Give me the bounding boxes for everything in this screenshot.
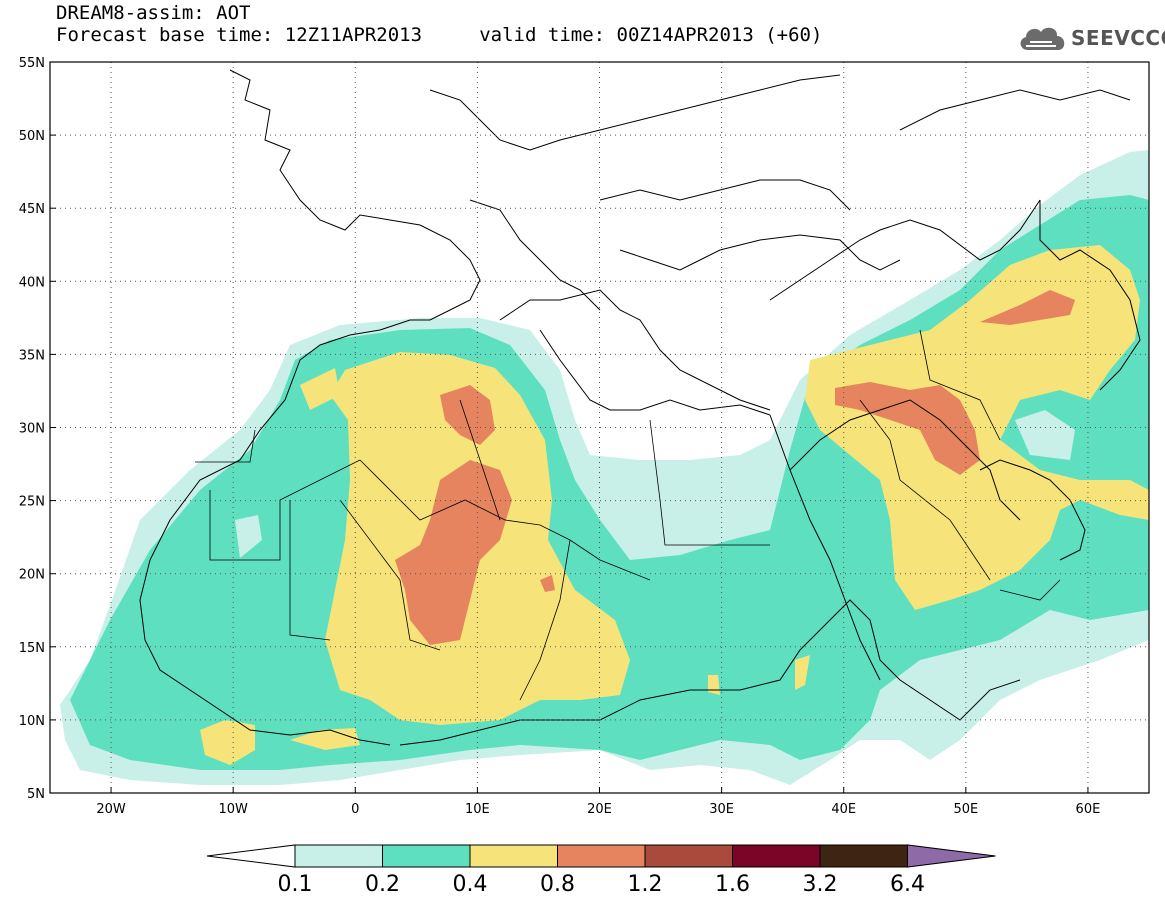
lon-tick-label: 50E xyxy=(953,802,978,817)
logo-text: SEEVCCC xyxy=(1071,26,1165,50)
lon-tick-label: 0 xyxy=(351,802,359,817)
lon-tick-label: 10E xyxy=(465,802,490,817)
lat-tick-label: 30N xyxy=(19,422,45,437)
lon-tick-label: 20E xyxy=(587,802,612,817)
aot-contour-0.8 xyxy=(440,385,495,445)
colorbar: 0.1 0.2 0.4 0.8 1.2 1.6 3.2 6.4 xyxy=(206,844,996,897)
lat-tick-label: 45N xyxy=(19,202,45,217)
graticule xyxy=(50,62,1149,793)
colorbar-over-triangle xyxy=(907,844,996,868)
colorbar-segment xyxy=(557,844,646,868)
lat-tick-label: 10N xyxy=(19,714,45,729)
lon-tick-label: 10W xyxy=(218,802,248,817)
colorbar-level-label: 6.4 xyxy=(890,872,925,897)
colorbar-level-label: 0.4 xyxy=(453,872,488,897)
colorbar-under-triangle xyxy=(206,844,296,868)
colorbar-level-label: 1.6 xyxy=(715,872,750,897)
colorbar-segment xyxy=(819,844,908,868)
colorbar-level-label: 0.1 xyxy=(278,872,313,897)
seevccc-logo: SEEVCCC xyxy=(1016,18,1165,58)
aot-contour-0.4-mideast xyxy=(805,245,1149,610)
lat-tick-label: 20N xyxy=(19,568,45,583)
forecast-time-info: Forecast base time: 12Z11APR2013 valid t… xyxy=(56,24,823,46)
lat-tick-label: 50N xyxy=(19,129,45,144)
colorbar-segment xyxy=(469,844,558,868)
colorbar-level-label: 0.2 xyxy=(365,872,400,897)
colorbar-level-label: 3.2 xyxy=(803,872,838,897)
lon-tick-label: 40E xyxy=(831,802,856,817)
colorbar-level-label: 1.2 xyxy=(628,872,663,897)
lat-tick-label: 55N xyxy=(19,56,45,71)
lat-tick-label: 40N xyxy=(19,275,45,290)
colorbar-segment xyxy=(644,844,733,868)
lon-tick-label: 20W xyxy=(96,802,126,817)
colorbar-level-label: 0.8 xyxy=(540,872,575,897)
lat-tick-label: 15N xyxy=(19,641,45,656)
colorbar-segment xyxy=(294,844,383,868)
lon-tick-label: 30E xyxy=(709,802,734,817)
lat-tick-label: 35N xyxy=(19,348,45,363)
colorbar-segment xyxy=(732,844,821,868)
country-borders xyxy=(195,329,1061,701)
colorbar-segment xyxy=(382,844,471,868)
longitude-labels: 20W 10W 0 10E 20E 30E 40E 50E 60E xyxy=(96,787,1100,817)
lat-tick-label: 25N xyxy=(19,495,45,510)
lon-tick-label: 60E xyxy=(1076,802,1101,817)
latitude-labels: 5N 10N 15N 20N 25N 30N 35N 40N 45N 50N 55N xyxy=(19,56,56,802)
map-title: DREAM8-assim: AOT xyxy=(56,2,251,24)
coastlines xyxy=(139,69,1141,746)
lat-tick-label: 5N xyxy=(27,787,45,802)
cloud-icon xyxy=(1020,27,1065,50)
